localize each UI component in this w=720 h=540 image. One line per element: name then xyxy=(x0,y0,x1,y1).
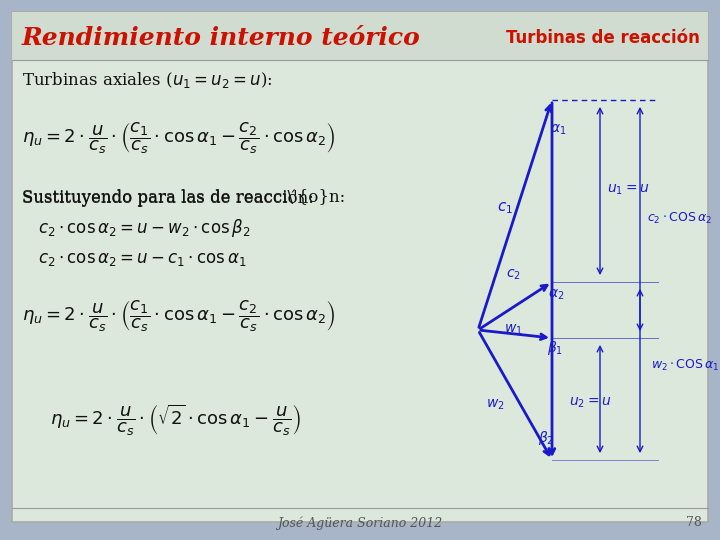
Text: $u_2=u$: $u_2=u$ xyxy=(569,396,611,410)
Text: $\beta_1$: $\beta_1$ xyxy=(547,339,563,357)
Text: Turbinas axiales ($u_1 = u_2 = u$):: Turbinas axiales ($u_1 = u_2 = u$): xyxy=(22,70,273,90)
Text: $u_1=u$: $u_1=u$ xyxy=(607,183,649,197)
Text: Rendimiento interno teórico: Rendimiento interno teórico xyxy=(22,26,420,50)
Text: $c_2$: $c_2$ xyxy=(505,268,521,282)
Text: Sustituyendo para las de reacci\'{o}n:: Sustituyendo para las de reacci\'{o}n: xyxy=(22,190,346,206)
FancyBboxPatch shape xyxy=(12,12,708,60)
Text: $c_2 \cdot \cos\alpha_2 = u - c_1 \cdot \cos\alpha_1$: $c_2 \cdot \cos\alpha_2 = u - c_1 \cdot … xyxy=(38,252,246,268)
Text: $w_1$: $w_1$ xyxy=(504,323,522,337)
FancyBboxPatch shape xyxy=(12,12,708,522)
Text: Turbinas de reacción: Turbinas de reacción xyxy=(506,29,700,47)
Text: $\beta_2$: $\beta_2$ xyxy=(538,429,554,447)
Text: 78: 78 xyxy=(686,516,702,530)
Text: $c_2 \cdot \mathrm{COS}\,\alpha_2$: $c_2 \cdot \mathrm{COS}\,\alpha_2$ xyxy=(647,211,713,226)
Text: $w_2 \cdot \mathrm{COS}\,\alpha_1$: $w_2 \cdot \mathrm{COS}\,\alpha_1$ xyxy=(651,357,719,373)
Text: $\eta_u = 2 \cdot \dfrac{u}{c_s} \cdot \left(\sqrt{2} \cdot \cos\alpha_1 - \dfra: $\eta_u = 2 \cdot \dfrac{u}{c_s} \cdot \… xyxy=(50,402,301,437)
Text: $\eta_u = 2 \cdot \dfrac{u}{c_s} \cdot \left(\dfrac{c_1}{c_s} \cdot \cos\alpha_1: $\eta_u = 2 \cdot \dfrac{u}{c_s} \cdot \… xyxy=(22,120,336,156)
Text: $\eta_u = 2 \cdot \dfrac{u}{c_s} \cdot \left(\dfrac{c_1}{c_s} \cdot \cos\alpha_1: $\eta_u = 2 \cdot \dfrac{u}{c_s} \cdot \… xyxy=(22,298,336,334)
Text: José Agüera Soriano 2012: José Agüera Soriano 2012 xyxy=(277,516,443,530)
Text: Sustituyendo para las de reacción:: Sustituyendo para las de reacción: xyxy=(22,189,314,207)
Text: $c_1$: $c_1$ xyxy=(497,200,513,216)
Text: $\alpha_1$: $\alpha_1$ xyxy=(550,123,566,137)
Text: $w_2$: $w_2$ xyxy=(486,398,504,412)
Text: $c_2 \cdot \cos\alpha_2 = u - w_2 \cdot \cos\beta_2$: $c_2 \cdot \cos\alpha_2 = u - w_2 \cdot … xyxy=(38,217,251,239)
Text: $\alpha_2$: $\alpha_2$ xyxy=(548,288,564,302)
